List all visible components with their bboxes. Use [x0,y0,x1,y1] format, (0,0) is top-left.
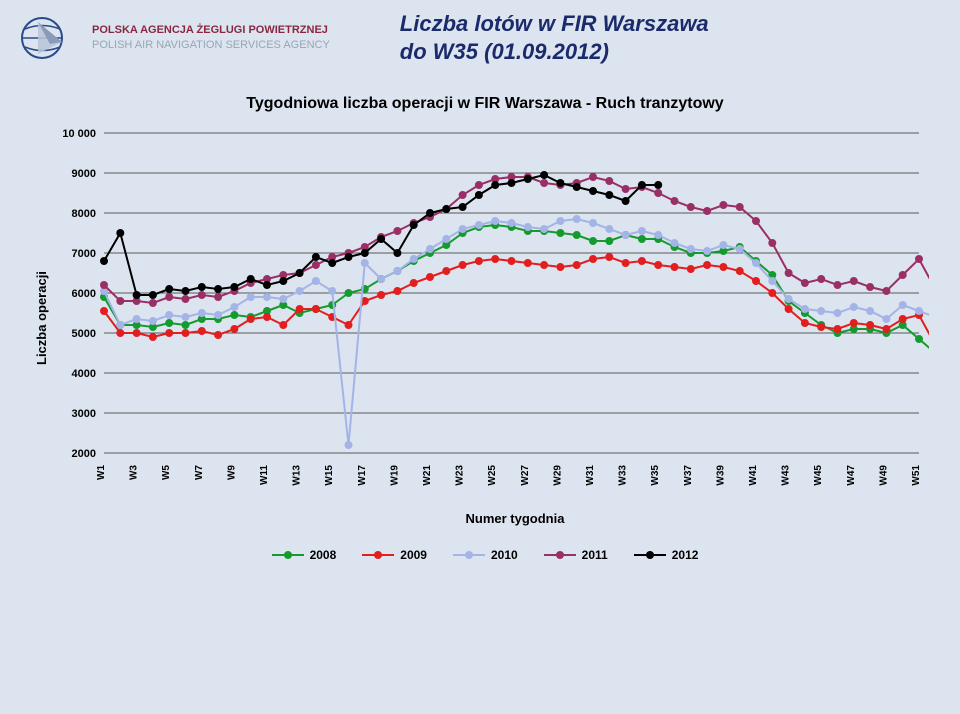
svg-text:8000: 8000 [72,208,96,220]
legend-label: 2010 [491,548,518,562]
svg-text:W25: W25 [487,465,498,486]
chart-area: Tygodniowa liczba operacji w FIR Warszaw… [0,65,960,562]
chart-legend: 2008 2009 2010 2011 2012 [30,548,940,562]
legend-label: 2008 [310,548,337,562]
svg-text:10 000: 10 000 [62,128,96,140]
svg-text:W11: W11 [259,465,270,485]
svg-text:7000: 7000 [72,248,96,260]
agency-en: POLISH AIR NAVIGATION SERVICES AGENCY [92,38,330,52]
svg-text:4000: 4000 [72,368,96,380]
svg-text:W7: W7 [194,465,205,480]
slide-title-line1: Liczba lotów w FIR Warszawa [400,10,940,38]
agency-name: POLSKA AGENCJA ŻEGLUGI POWIETRZNEJ POLIS… [92,23,330,52]
chart-title: Tygodniowa liczba operacji w FIR Warszaw… [30,95,940,113]
svg-text:9000: 9000 [72,168,96,180]
svg-text:W17: W17 [357,465,368,486]
svg-text:W49: W49 [878,465,889,486]
svg-text:W19: W19 [389,465,400,486]
svg-text:W9: W9 [226,465,237,480]
legend-item: 2010 [453,548,518,562]
legend-label: 2012 [672,548,699,562]
svg-text:3000: 3000 [72,408,96,420]
svg-text:W45: W45 [813,465,824,486]
svg-text:W33: W33 [618,465,629,486]
svg-text:W51: W51 [911,465,922,486]
pansa-logo [20,14,80,62]
y-axis-label: Liczba operacji [30,123,49,513]
svg-text:5000: 5000 [72,328,96,340]
agency-pl: POLSKA AGENCJA ŻEGLUGI POWIETRZNEJ [92,23,330,37]
svg-text:W27: W27 [520,465,531,486]
svg-text:W15: W15 [324,465,335,486]
legend-item: 2012 [634,548,699,562]
svg-text:W31: W31 [585,465,596,486]
svg-text:W23: W23 [455,465,466,486]
x-axis-label: Numer tygodnia [90,511,940,526]
svg-text:W13: W13 [292,465,303,486]
legend-item: 2008 [272,548,337,562]
svg-text:2000: 2000 [72,448,96,460]
svg-text:W35: W35 [650,465,661,486]
header: POLSKA AGENCJA ŻEGLUGI POWIETRZNEJ POLIS… [0,0,960,65]
svg-text:W43: W43 [781,465,792,486]
legend-label: 2011 [582,548,608,562]
svg-text:W1: W1 [96,465,107,480]
svg-text:W5: W5 [161,465,172,480]
svg-text:W3: W3 [129,465,140,480]
svg-text:W41: W41 [748,465,759,486]
legend-label: 2009 [400,548,427,562]
svg-text:W37: W37 [683,465,694,486]
legend-item: 2009 [362,548,427,562]
svg-text:6000: 6000 [72,288,96,300]
legend-item: 2011 [544,548,608,562]
svg-text:W29: W29 [552,465,563,486]
svg-text:W39: W39 [715,465,726,486]
svg-text:W47: W47 [846,465,857,486]
slide-title-line2: do W35 (01.09.2012) [400,38,940,66]
line-chart-svg: 2000 3000 4000 5000 6000 7000 8000 9000 10 000 W1… [49,123,929,513]
svg-text:W21: W21 [422,465,433,486]
slide-title-wrap: Liczba lotów w FIR Warszawa do W35 (01.0… [330,10,940,65]
